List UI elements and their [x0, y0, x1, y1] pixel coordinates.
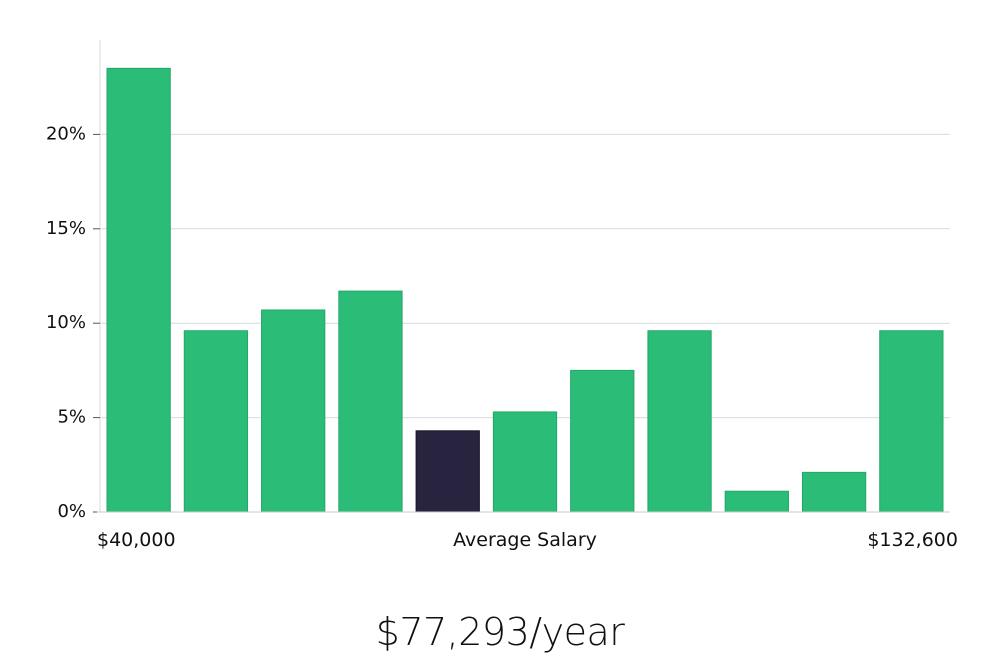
x-min-label: $40,000: [97, 529, 176, 551]
bar[interactable]: [106, 67, 171, 513]
y-tick-labels: 0% 5% 10% 15% 20%: [46, 123, 100, 522]
bar-average-salary[interactable]: [415, 430, 480, 513]
y-tick-label: 5%: [57, 407, 86, 428]
bar[interactable]: [492, 411, 558, 513]
bar[interactable]: [570, 369, 635, 513]
y-tick-label: 15%: [46, 218, 86, 239]
bar[interactable]: [724, 490, 789, 513]
y-tick-label: 10%: [46, 312, 86, 333]
x-axis-title: Average Salary: [453, 529, 597, 551]
bar[interactable]: [261, 309, 326, 513]
salary-histogram: 0% 5% 10% 15% 20%: [46, 40, 950, 522]
x-max-label: $132,600: [867, 529, 958, 551]
bar[interactable]: [879, 330, 944, 513]
average-salary-value: $77,293/year: [375, 610, 625, 654]
y-tick-label: 0%: [57, 501, 86, 522]
bar[interactable]: [183, 330, 249, 513]
bars: [106, 67, 944, 513]
bar[interactable]: [338, 290, 403, 513]
bar[interactable]: [647, 330, 712, 513]
bar[interactable]: [801, 471, 867, 513]
y-tick-label: 20%: [46, 123, 86, 144]
